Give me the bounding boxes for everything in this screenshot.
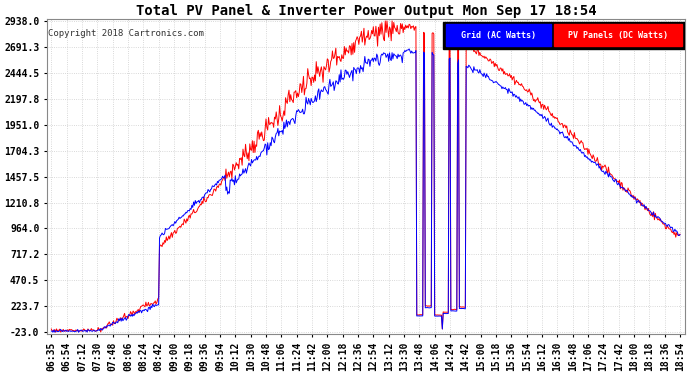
Text: Grid (AC Watts): Grid (AC Watts) bbox=[461, 30, 536, 39]
FancyBboxPatch shape bbox=[446, 24, 551, 46]
FancyBboxPatch shape bbox=[554, 24, 682, 46]
Title: Total PV Panel & Inverter Power Output Mon Sep 17 18:54: Total PV Panel & Inverter Power Output M… bbox=[136, 4, 596, 18]
Text: PV Panels (DC Watts): PV Panels (DC Watts) bbox=[568, 30, 668, 39]
Text: Copyright 2018 Cartronics.com: Copyright 2018 Cartronics.com bbox=[48, 29, 204, 38]
FancyBboxPatch shape bbox=[443, 21, 685, 49]
